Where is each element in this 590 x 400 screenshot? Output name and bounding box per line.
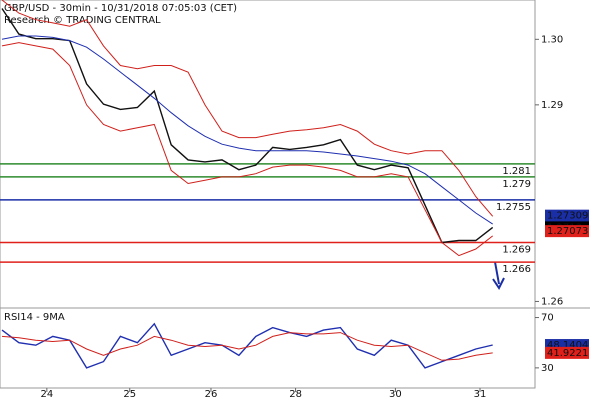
- axis-marker-label: 1.27073: [547, 226, 588, 237]
- x-tick-label: 30: [389, 389, 402, 400]
- series-line: [1, 332, 493, 361]
- series-line: [1, 42, 494, 257]
- level-label: 1.269: [502, 244, 531, 255]
- rsi-title: RSI14 - 9MA: [4, 312, 65, 323]
- series-line: [1, 8, 494, 244]
- axis-marker-label: 48.1404: [547, 340, 588, 351]
- axis-marker-box: [545, 209, 589, 222]
- series-line: [1, 0, 494, 217]
- y-tick-label: 1.30: [541, 34, 563, 45]
- axis-marker-label: 41.9221: [547, 348, 588, 359]
- series-line: [1, 322, 493, 369]
- chart-title: GBP/USD - 30min - 10/31/2018 07:05:03 (C…: [4, 3, 237, 14]
- x-tick-label: 25: [123, 389, 136, 400]
- level-label: 1.279: [502, 179, 531, 190]
- x-tick-label: 31: [474, 389, 487, 400]
- x-tick-label: 26: [205, 389, 218, 400]
- y-tick-label: 70: [541, 313, 554, 324]
- y-tick-label: 1.29: [541, 100, 563, 111]
- x-tick-label: 28: [289, 389, 302, 400]
- axis-marker-box: [545, 225, 589, 238]
- arrow: [492, 261, 505, 290]
- series-line: [1, 35, 493, 225]
- level-label: 1.281: [502, 166, 531, 177]
- plot-frame: [0, 0, 536, 389]
- axis-marker-label: 1.27309: [547, 211, 588, 222]
- level-label: 1.2755: [496, 202, 531, 213]
- x-tick-label: 24: [40, 389, 53, 400]
- level-label: 1.266: [502, 264, 531, 275]
- axis-marker-box: [545, 346, 589, 359]
- y-tick-label: 30: [541, 363, 554, 374]
- chart-subtitle: Research © TRADING CENTRAL: [4, 15, 161, 26]
- y-tick-label: 1.26: [541, 296, 563, 307]
